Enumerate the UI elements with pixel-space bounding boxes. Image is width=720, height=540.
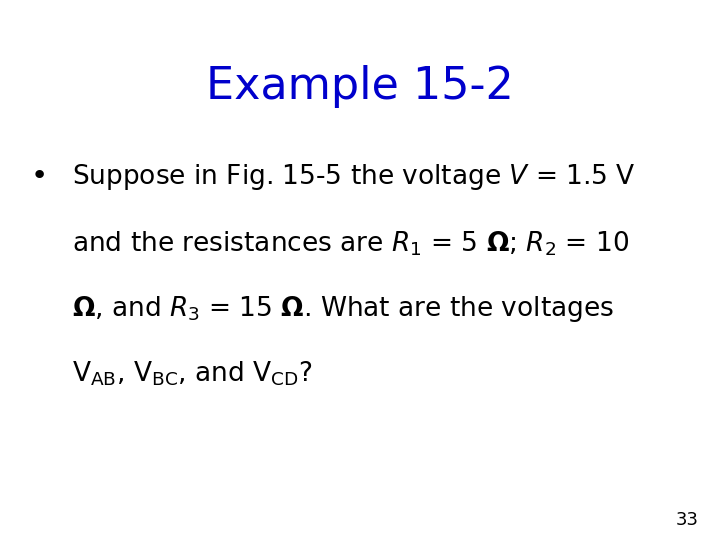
Text: $\mathbf{\Omega}$, and $\mathit{R}_3$ = 15 $\mathbf{\Omega}$. What are the volta: $\mathbf{\Omega}$, and $\mathit{R}_3$ = … [72, 294, 614, 325]
Text: •: • [31, 162, 48, 190]
Text: $\mathrm{V}_{\mathrm{AB}}$, $\mathrm{V}_{\mathrm{BC}}$, and $\mathrm{V}_{\mathrm: $\mathrm{V}_{\mathrm{AB}}$, $\mathrm{V}_… [72, 359, 312, 388]
Text: and the resistances are $\mathit{R}_1$ = 5 $\mathbf{\Omega}$; $\mathit{R}_2$ = 1: and the resistances are $\mathit{R}_1$ =… [72, 230, 629, 258]
Text: Suppose in Fig. 15-5 the voltage $\mathit{V}$ = 1.5 V: Suppose in Fig. 15-5 the voltage $\mathi… [72, 162, 636, 192]
Text: Example 15-2: Example 15-2 [206, 65, 514, 108]
Text: 33: 33 [675, 511, 698, 529]
